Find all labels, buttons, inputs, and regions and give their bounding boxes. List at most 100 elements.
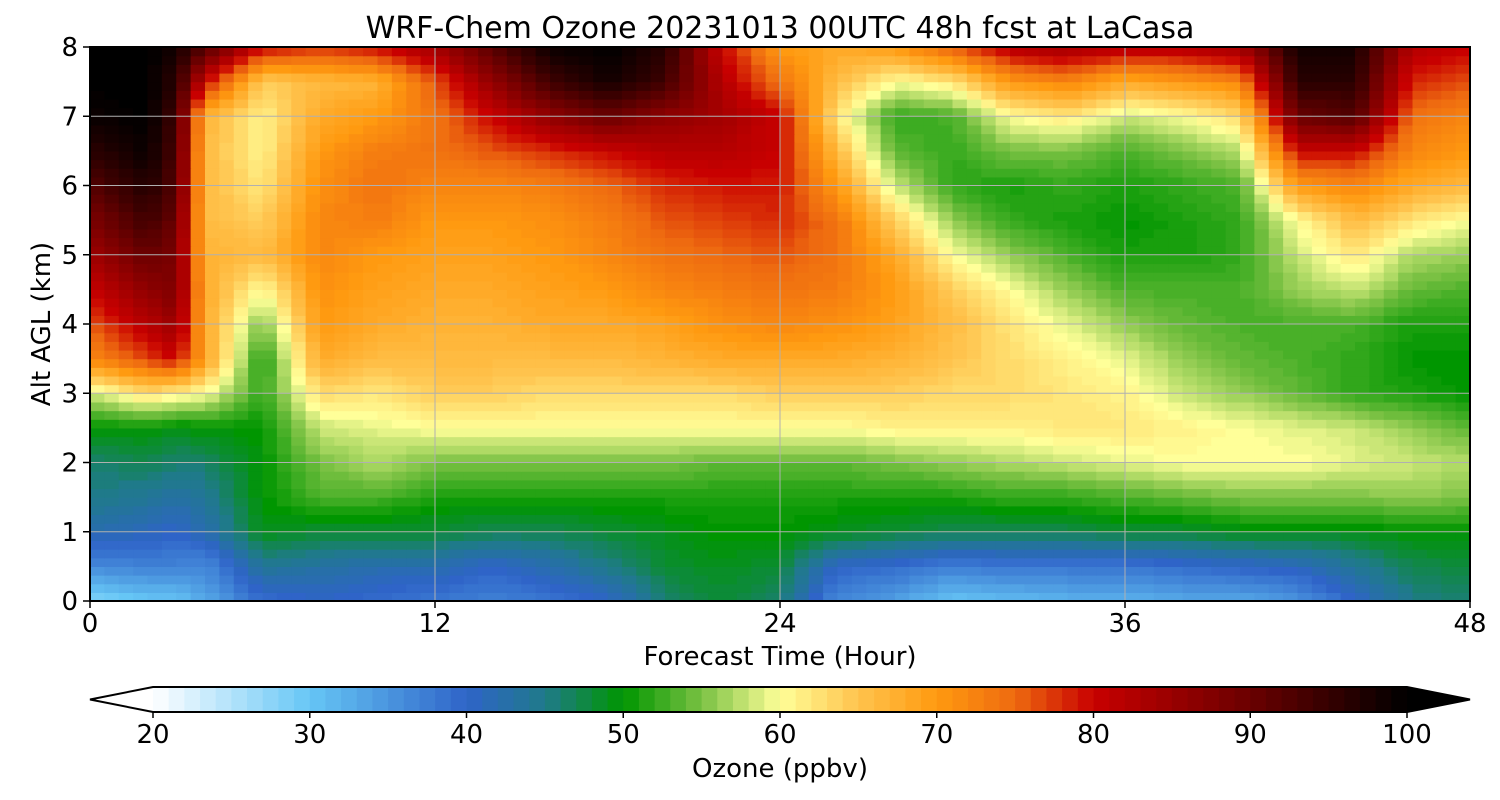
heatmap-cell (866, 523, 882, 533)
heatmap-cell (1053, 298, 1069, 308)
heatmap-cell (621, 375, 637, 386)
heatmap-cell (1426, 150, 1442, 161)
heatmap-cell (1369, 228, 1385, 239)
heatmap-cell (1211, 514, 1227, 524)
heatmap-cell (449, 185, 465, 195)
heatmap-cell (161, 246, 177, 256)
heatmap-cell (895, 341, 910, 351)
heatmap-cell (521, 514, 537, 524)
heatmap-cell (176, 211, 192, 221)
heatmap-cell (966, 592, 982, 601)
heatmap-cell (780, 246, 795, 256)
heatmap-cell (233, 523, 249, 533)
heatmap-cell (1283, 176, 1299, 187)
heatmap-cell (837, 575, 853, 585)
heatmap-cell (176, 436, 192, 446)
heatmap-cell (1081, 289, 1097, 299)
heatmap-cell (564, 315, 580, 325)
heatmap-cell (909, 237, 925, 247)
heatmap-cell (248, 228, 264, 239)
heatmap-cell (463, 272, 479, 282)
heatmap-cell (880, 289, 896, 299)
heatmap-cell (478, 272, 494, 282)
heatmap-cell (1010, 453, 1025, 464)
heatmap-cell (161, 531, 177, 542)
heatmap-cell (1196, 202, 1212, 213)
heatmap-cell (1398, 298, 1414, 308)
heatmap-cell (693, 315, 709, 325)
heatmap-cell (1398, 367, 1414, 377)
heatmap-cell (104, 211, 120, 221)
heatmap-cell (578, 324, 594, 334)
heatmap-cell (320, 479, 335, 490)
heatmap-cell (334, 575, 350, 585)
heatmap-cell (938, 549, 954, 559)
heatmap-cell (1196, 272, 1212, 282)
heatmap-cell (621, 592, 637, 601)
heatmap-cell (406, 341, 422, 351)
heatmap-cell (765, 194, 781, 204)
heatmap-cell (1153, 523, 1169, 533)
heatmap-cell (1067, 228, 1083, 239)
heatmap-cell (320, 159, 335, 169)
heatmap-cell (851, 367, 867, 377)
heatmap-cell (1311, 341, 1327, 351)
heatmap-cell (90, 150, 105, 161)
heatmap-cell (420, 575, 436, 585)
heatmap-cell (334, 453, 350, 464)
heatmap-cell (1326, 410, 1342, 420)
heatmap-cell (1369, 220, 1385, 230)
heatmap-cell (550, 315, 565, 325)
heatmap-cell (1383, 367, 1399, 377)
heatmap-cell (564, 202, 580, 213)
heatmap-cell (550, 298, 565, 308)
heatmap-cell (147, 375, 163, 386)
heatmap-cell (895, 523, 910, 533)
heatmap-cell (205, 168, 220, 178)
heatmap-cell (1398, 488, 1414, 498)
heatmap-cell (780, 436, 795, 446)
heatmap-cell (650, 505, 666, 516)
heatmap-cell (1426, 324, 1442, 334)
heatmap-cell (923, 150, 939, 161)
heatmap-cell (478, 228, 494, 239)
heatmap-cell (233, 540, 249, 550)
heatmap-cell (1038, 341, 1054, 351)
heatmap-cell (1254, 419, 1270, 429)
heatmap-cell (161, 549, 177, 559)
heatmap-cell (391, 332, 407, 342)
heatmap-cell (521, 324, 537, 334)
heatmap-cell (449, 419, 465, 429)
heatmap-cell (391, 324, 407, 334)
heatmap-cell (1240, 263, 1255, 273)
heatmap-cell (1081, 185, 1097, 195)
heatmap-cell (794, 228, 810, 239)
heatmap-cell (262, 358, 278, 368)
heatmap-cell (291, 575, 307, 585)
heatmap-cell (262, 202, 278, 213)
heatmap-cell (1455, 289, 1470, 299)
heatmap-cell (1096, 592, 1112, 601)
heatmap-cell (1297, 176, 1313, 187)
heatmap-cell (535, 341, 551, 351)
heatmap-cell (1038, 211, 1054, 221)
heatmap-cell (521, 185, 537, 195)
heatmap-cell (1024, 211, 1040, 221)
heatmap-cell (176, 393, 192, 403)
heatmap-cell (1426, 159, 1442, 169)
heatmap-cell (435, 280, 450, 290)
heatmap-cell (923, 341, 939, 351)
heatmap-cell (1398, 220, 1414, 230)
heatmap-cell (679, 220, 695, 230)
heatmap-cell (1125, 592, 1140, 601)
heatmap-cell (621, 531, 637, 542)
heatmap-cell (176, 557, 192, 567)
heatmap-cell (133, 549, 149, 559)
heatmap-cell (363, 505, 379, 516)
heatmap-cell (650, 349, 666, 360)
heatmap-cell (679, 185, 695, 195)
heatmap-cell (435, 159, 450, 169)
heatmap-cell (1268, 289, 1284, 299)
heatmap-cell (650, 410, 666, 420)
heatmap-cell (205, 375, 220, 386)
